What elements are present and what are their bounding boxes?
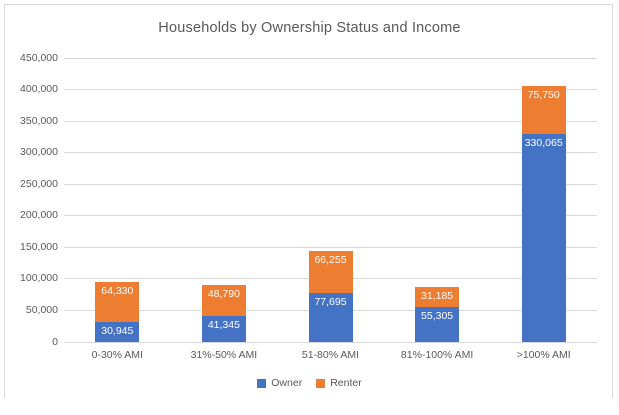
bar-segment-owner: 77,695 xyxy=(308,292,353,342)
data-label-owner: 41,345 xyxy=(207,318,240,331)
data-label-renter: 64,330 xyxy=(101,284,134,297)
gridline xyxy=(64,215,597,217)
gridline xyxy=(64,57,597,59)
data-label-renter: 31,185 xyxy=(421,290,454,303)
x-axis-category-label: >100% AMI xyxy=(516,349,571,361)
data-label-owner: 55,305 xyxy=(421,310,454,323)
bar-segment-owner: 55,305 xyxy=(415,307,460,342)
legend-item-owner: Owner xyxy=(257,377,302,389)
bar-segment-owner: 41,345 xyxy=(201,315,246,342)
bar-segment-owner: 30,945 xyxy=(95,322,140,342)
legend: Owner Renter xyxy=(0,377,619,389)
data-label-renter: 66,255 xyxy=(314,254,347,267)
bar-segment-renter: 66,255 xyxy=(308,251,353,293)
bar-segment-renter: 48,790 xyxy=(201,285,246,316)
legend-label-renter: Renter xyxy=(330,377,362,389)
gridline xyxy=(64,183,597,185)
y-axis-tick-label: 400,000 xyxy=(20,83,58,96)
gridline xyxy=(64,152,597,154)
data-label-renter: 48,790 xyxy=(207,288,240,301)
y-axis-tick-label: 300,000 xyxy=(20,146,58,159)
y-axis-tick-label: 50,000 xyxy=(25,303,58,316)
data-label-renter: 75,750 xyxy=(527,88,560,101)
legend-item-renter: Renter xyxy=(316,377,362,389)
gridline xyxy=(64,246,597,248)
chart-title: Households by Ownership Status and Incom… xyxy=(158,20,461,36)
x-axis-category-label: 31%-50% AMI xyxy=(190,349,258,361)
legend-label-owner: Owner xyxy=(271,377,303,389)
data-label-owner: 330,065 xyxy=(524,136,563,149)
bar-segment-owner: 330,065 xyxy=(521,133,566,342)
bar-segment-renter: 75,750 xyxy=(521,85,566,134)
x-axis-category-label: 0-30% AMI xyxy=(91,349,143,361)
gridline xyxy=(64,89,597,91)
y-axis-tick-label: 250,000 xyxy=(20,177,58,190)
legend-swatch-renter xyxy=(316,378,326,388)
y-axis-tick-label: 150,000 xyxy=(20,240,58,253)
y-axis-tick-label: 450,000 xyxy=(20,51,58,64)
legend-swatch-owner xyxy=(257,378,267,388)
bar-segment-renter: 31,185 xyxy=(415,287,460,308)
data-label-owner: 30,945 xyxy=(101,325,134,338)
x-axis-category-label: 51-80% AMI xyxy=(301,349,360,361)
y-axis-tick-label: 0 xyxy=(52,335,58,348)
y-axis-tick-label: 350,000 xyxy=(20,114,58,127)
y-axis-tick-label: 200,000 xyxy=(20,209,58,222)
gridline xyxy=(64,120,597,122)
bar-segment-renter: 64,330 xyxy=(95,281,140,323)
x-axis-category-label: 81%-100% AMI xyxy=(400,349,474,361)
y-axis-tick-label: 100,000 xyxy=(20,272,58,285)
data-label-owner: 77,695 xyxy=(314,295,347,308)
